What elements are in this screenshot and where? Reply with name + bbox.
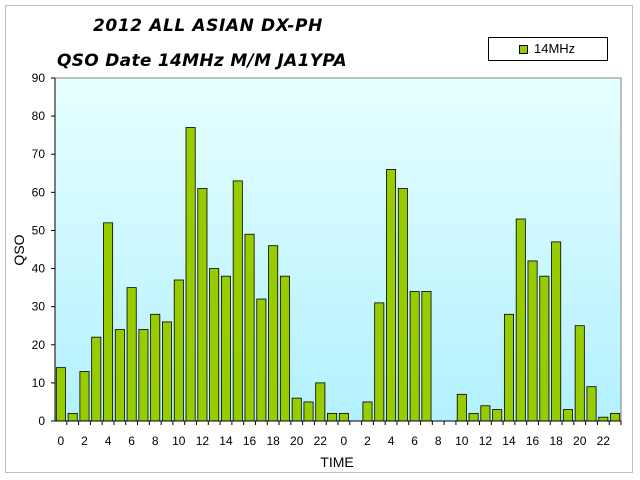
bar [503,313,514,422]
x-tick-label: 2 [81,434,88,448]
y-tick-label: 60 [32,185,46,199]
legend: 14MHz [488,37,608,61]
plot-area [54,77,622,422]
x-tick-label: 2 [364,434,371,448]
bar [527,260,538,422]
y-tick-label: 80 [32,109,46,123]
x-tick-label: 4 [388,434,395,448]
bar [327,412,338,422]
y-tick-label: 30 [32,300,46,314]
bar [515,218,526,422]
bar [103,222,114,422]
bar [598,416,609,422]
bar [268,245,279,422]
x-axis-title: TIME [320,454,353,470]
bar [185,127,196,422]
y-tick-label: 10 [32,376,46,390]
bar [492,409,503,422]
bar [338,412,349,422]
x-tick-label: 10 [172,434,186,448]
bar [291,397,302,422]
x-tick-label: 20 [573,434,587,448]
x-tick-label: 8 [435,434,442,448]
bar [150,313,161,422]
bar [209,268,220,422]
bar [610,412,621,422]
bar [574,325,585,422]
x-tick-label: 0 [58,434,65,448]
x-tick-label: 22 [314,434,328,448]
bar [456,393,467,422]
x-tick-label: 12 [196,434,210,448]
y-tick-label: 50 [32,223,46,237]
y-tick-label: 0 [38,414,45,428]
bar [562,409,573,422]
bar [114,329,125,422]
x-tick-label: 12 [479,434,493,448]
x-tick-label: 16 [243,434,257,448]
bar [468,412,479,422]
bar [162,321,173,422]
bar [279,275,290,422]
bar [173,279,184,422]
bar [55,367,66,422]
x-tick-label: 6 [411,434,418,448]
x-tick-label: 6 [128,434,135,448]
y-axis-title: QSO [11,234,27,265]
x-tick-label: 18 [549,434,563,448]
bar [244,233,255,422]
y-tick-label: 40 [32,262,46,276]
bar [421,291,432,422]
x-tick-label: 18 [266,434,280,448]
y-tick-label: 20 [32,338,46,352]
bar [197,188,208,422]
bar [386,169,397,422]
bar [586,386,597,422]
bar [551,241,562,422]
bar [91,336,102,422]
legend-swatch [519,45,528,54]
x-tick-label: 8 [152,434,159,448]
bar [362,401,373,422]
chart-subtitle: QSO Date 14MHz M/M JA1YPA [57,51,347,71]
x-tick-label: 10 [455,434,469,448]
x-tick-label: 4 [105,434,112,448]
bar [374,302,385,422]
x-tick-label: 16 [526,434,540,448]
x-tick-label: 14 [219,434,233,448]
bar [256,298,267,422]
bar [397,188,408,422]
bar [138,329,149,422]
x-tick-label: 22 [597,434,611,448]
x-tick-label: 14 [502,434,516,448]
bar [220,275,231,422]
y-tick-label: 90 [32,71,46,85]
chart-title: 2012 ALL ASIAN DX-PH [93,16,323,36]
y-tick-label: 70 [32,147,46,161]
x-tick-label: 20 [290,434,304,448]
bar [126,287,137,422]
bar [67,412,78,422]
bar [232,180,243,422]
bar [539,275,550,422]
bar [480,405,491,422]
bar [303,401,314,422]
x-tick-label: 0 [341,434,348,448]
legend-label: 14MHz [534,41,576,56]
bar [409,291,420,422]
bar [79,371,90,422]
bar [315,382,326,422]
